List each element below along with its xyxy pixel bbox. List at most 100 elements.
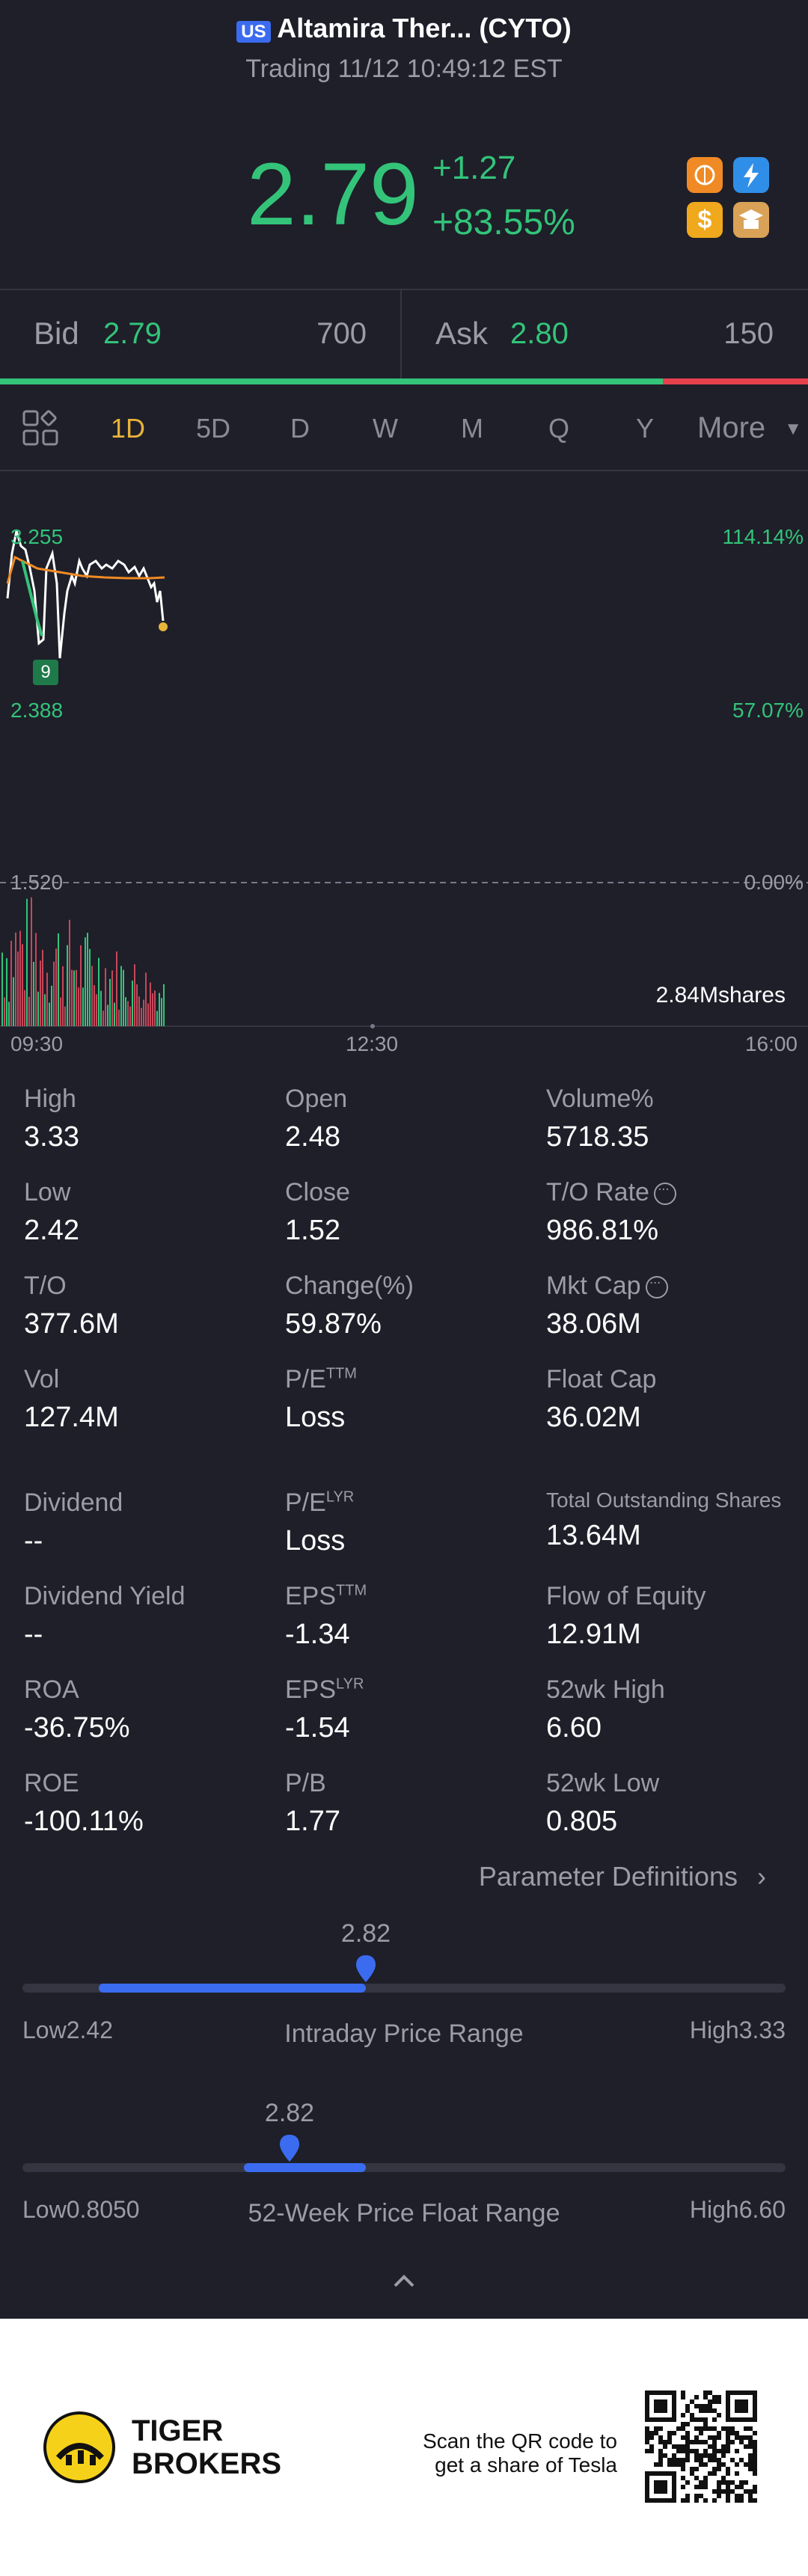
qr-module — [681, 2449, 685, 2453]
flash-trade-icon[interactable] — [733, 157, 769, 193]
qr-module — [703, 2498, 708, 2503]
qr-module — [739, 2440, 744, 2444]
volume-bar — [8, 1002, 10, 1026]
qr-module — [699, 2408, 703, 2413]
week52-current-label: 2.82 — [264, 2099, 315, 2127]
info-icon[interactable] — [653, 1181, 676, 1206]
volume-bar — [96, 994, 97, 1026]
volume-bar — [58, 933, 59, 1026]
tab-day[interactable]: D — [290, 413, 310, 444]
volume-bar — [37, 991, 39, 1026]
qr-module — [694, 2395, 699, 2399]
stat-value: 1.52 — [285, 1215, 340, 1246]
qr-module — [694, 2458, 699, 2462]
brain-icon[interactable] — [687, 157, 723, 193]
bid-ratio-fill — [0, 378, 663, 384]
stat-label-text: Vol — [24, 1365, 60, 1393]
volume-bar — [22, 944, 23, 1026]
stat-label-text: Mkt Cap — [546, 1272, 641, 1300]
stat-label-text: P/B — [285, 1769, 326, 1797]
volume-bar — [64, 1006, 66, 1026]
stat-value: 3.33 — [24, 1121, 79, 1153]
tab-1d[interactable]: 1D — [111, 413, 146, 444]
event-marker[interactable]: 9 — [33, 660, 58, 685]
dollar-icon[interactable]: $ — [687, 202, 723, 238]
stat-cell: ROE -100.11% — [24, 1769, 144, 1838]
tab-quarter[interactable]: Q — [548, 413, 570, 444]
volume-bar — [123, 969, 124, 1026]
stat-cell: Dividend Yield -- — [24, 1582, 185, 1651]
ask-label: Ask — [435, 316, 489, 351]
volume-bar — [62, 966, 64, 1026]
volume-bar — [78, 987, 79, 1026]
qr-module — [681, 2422, 685, 2426]
qr-module — [753, 2453, 757, 2458]
stat-value: 6.60 — [546, 1712, 602, 1744]
info-icon[interactable] — [645, 1275, 668, 1299]
qr-module — [721, 2449, 726, 2453]
qr-module — [681, 2426, 685, 2431]
bid-label: Bid — [34, 316, 79, 351]
qr-module — [730, 2489, 735, 2494]
qr-module — [676, 2462, 681, 2467]
price-change: +1.27 — [432, 150, 516, 186]
qr-module — [699, 2431, 703, 2435]
midday-marker — [370, 1024, 375, 1028]
qr-module — [748, 2435, 753, 2440]
qr-module — [735, 2494, 739, 2498]
qr-module — [645, 2435, 649, 2440]
qr-module — [744, 2480, 748, 2485]
parameter-definitions-link[interactable]: Parameter Definitions › — [479, 1861, 766, 1892]
learn-icon[interactable] — [733, 202, 769, 238]
qr-module — [699, 2404, 703, 2408]
collapse-chevron-icon[interactable] — [389, 2266, 419, 2296]
region-badge: US — [236, 21, 271, 43]
volume-bar — [85, 937, 86, 1026]
stat-label: Change(%) — [285, 1272, 414, 1301]
stat-label: ROE — [24, 1769, 144, 1798]
qr-module — [694, 2494, 699, 2498]
tab-week[interactable]: W — [373, 413, 398, 444]
stat-cell: EPSTTM -1.34 — [285, 1582, 367, 1651]
qr-module — [676, 2444, 681, 2449]
intraday-chart[interactable]: 3.255 114.14% 9 2.388 57.07% 1.520 0.00%… — [0, 471, 808, 1055]
qr-module — [703, 2395, 708, 2399]
qr-module — [717, 2431, 721, 2435]
chart-layout-icon[interactable] — [22, 410, 60, 447]
intraday-current-label: 2.82 — [340, 1919, 391, 1948]
volume-bar — [98, 957, 100, 1026]
volume-bar — [105, 968, 106, 1026]
stat-label: High — [24, 1085, 79, 1114]
tab-5d[interactable]: 5D — [196, 413, 231, 444]
tab-more[interactable]: More ▼ — [697, 411, 802, 445]
divider-tabs — [0, 470, 808, 471]
qr-module — [703, 2391, 708, 2395]
qr-module — [703, 2453, 708, 2458]
qr-module — [721, 2444, 726, 2449]
stock-title[interactable]: Altamira Ther... (CYTO) — [277, 13, 572, 43]
price-change-percent: +83.55% — [432, 203, 575, 242]
tab-year[interactable]: Y — [636, 413, 655, 444]
qr-module — [717, 2489, 721, 2494]
stat-label-text: P/E — [285, 1488, 326, 1517]
stat-label-text: High — [24, 1085, 76, 1113]
qr-module — [663, 2453, 667, 2458]
stat-cell: P/B 1.77 — [285, 1769, 340, 1838]
stat-cell: P/ELYR Loss — [285, 1488, 354, 1557]
qr-code[interactable] — [645, 2391, 757, 2503]
stat-label-superscript: LYR — [336, 1675, 364, 1693]
qr-module — [663, 2444, 667, 2449]
qr-module — [685, 2440, 690, 2444]
stat-value: -36.75% — [24, 1712, 130, 1744]
volume-bar — [82, 987, 84, 1026]
volume-bar — [28, 996, 30, 1026]
stat-value: -1.34 — [285, 1619, 350, 1650]
volume-bar — [46, 972, 48, 1026]
tab-month[interactable]: M — [461, 413, 483, 444]
qr-module — [694, 2453, 699, 2458]
tab-more-label: More — [697, 411, 766, 444]
qr-module — [681, 2467, 685, 2471]
qr-module — [703, 2480, 708, 2485]
volume-bar — [109, 978, 111, 1026]
stat-cell: High 3.33 — [24, 1085, 79, 1153]
